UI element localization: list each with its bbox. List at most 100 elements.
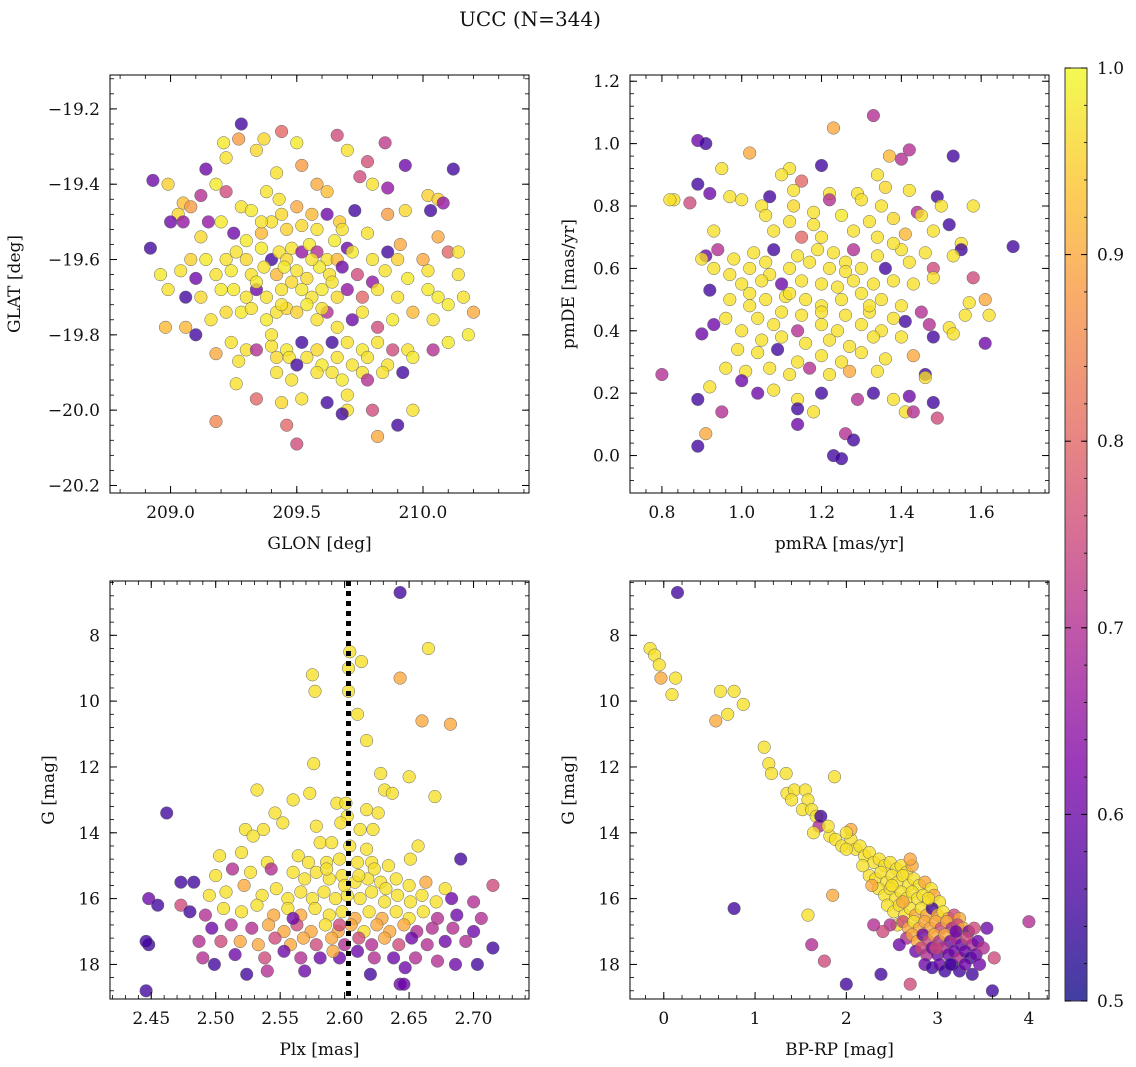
data-point: [398, 158, 412, 172]
data-point: [930, 411, 944, 425]
y-tick-label: 8: [89, 626, 100, 646]
data-point: [139, 934, 153, 948]
data-point: [216, 901, 231, 916]
data-point: [229, 245, 243, 259]
x-tick-label: 209.0: [146, 503, 195, 523]
data-point: [268, 931, 282, 945]
data-point: [325, 836, 339, 850]
data-point: [397, 977, 411, 991]
x-tick-label: 2.50: [197, 1009, 235, 1029]
data-point: [903, 977, 917, 991]
data-point: [842, 339, 857, 353]
data-point: [942, 218, 956, 232]
data-point: [240, 967, 254, 981]
data-point: [275, 283, 289, 297]
data-point: [250, 898, 264, 912]
y-tick-label: 16: [598, 890, 620, 910]
data-point: [791, 402, 805, 416]
data-point: [415, 888, 429, 902]
data-point: [862, 215, 876, 229]
data-point: [838, 308, 853, 322]
data-point: [755, 274, 769, 288]
data-point: [276, 816, 290, 830]
data-point: [345, 245, 359, 259]
y-tick-label: 0.0: [593, 447, 620, 467]
data-point: [285, 373, 299, 387]
data-point: [771, 342, 785, 357]
data-point: [378, 895, 392, 909]
data-point: [298, 872, 312, 886]
data-point: [345, 313, 359, 327]
y-tick-label: 12: [78, 758, 100, 778]
data-point: [735, 193, 749, 207]
data-point: [934, 199, 948, 213]
data-point: [918, 371, 932, 385]
data-point: [834, 208, 849, 222]
data-point: [431, 290, 445, 304]
data-point: [416, 905, 430, 919]
data-point: [867, 918, 881, 932]
data-point: [277, 260, 291, 274]
data-point: [902, 143, 916, 157]
data-point: [854, 286, 868, 300]
data-point: [330, 290, 344, 304]
data-point: [665, 688, 679, 702]
data-point: [896, 895, 910, 909]
data-point: [902, 183, 916, 197]
data-point: [196, 951, 210, 965]
data-point: [886, 274, 900, 288]
data-point: [330, 350, 344, 364]
data-point: [224, 335, 238, 349]
data-point: [695, 327, 709, 341]
data-point: [275, 207, 289, 221]
data-point: [929, 941, 943, 955]
data-point: [360, 803, 374, 817]
data-point: [393, 585, 407, 600]
x-tick-label: 0: [658, 1009, 669, 1029]
data-point: [663, 193, 677, 207]
data-point: [428, 790, 442, 804]
data-point: [275, 396, 289, 410]
data-point: [416, 252, 430, 267]
data-point: [234, 117, 248, 131]
data-point: [296, 931, 310, 945]
y-tick-label: −19.8: [48, 326, 100, 346]
data-point: [290, 264, 304, 278]
data-point: [202, 888, 216, 902]
data-point: [436, 196, 450, 210]
data-point: [254, 241, 268, 255]
data-point: [878, 261, 892, 275]
data-point: [441, 298, 455, 312]
data-point: [199, 252, 213, 267]
y-tick-label: 0.6: [593, 259, 620, 279]
data-point: [315, 283, 329, 297]
data-point: [834, 452, 849, 466]
data-point: [806, 826, 821, 840]
data-point: [184, 200, 198, 214]
data-point: [691, 392, 705, 406]
data-point: [286, 793, 300, 807]
data-point: [743, 299, 757, 313]
data-point: [421, 264, 435, 278]
data-point: [421, 641, 435, 656]
data-point: [803, 361, 817, 375]
x-axis-label: pmRA [mas/yr]: [775, 534, 904, 554]
data-point: [914, 305, 928, 319]
x-tick-label: 0.8: [648, 503, 675, 523]
data-point: [703, 380, 717, 394]
data-point: [366, 822, 380, 837]
data-point: [949, 924, 963, 939]
data-point: [192, 934, 206, 948]
data-point: [201, 215, 215, 229]
data-point: [161, 283, 175, 297]
x-tick-label: 1.0: [728, 503, 755, 523]
data-point: [309, 819, 323, 833]
data-point: [886, 236, 900, 250]
data-point: [854, 346, 868, 360]
data-point: [325, 931, 339, 945]
data-point: [381, 859, 396, 873]
data-point: [874, 293, 888, 307]
data-point: [367, 862, 381, 876]
data-point: [174, 875, 188, 889]
data-point: [367, 951, 381, 965]
